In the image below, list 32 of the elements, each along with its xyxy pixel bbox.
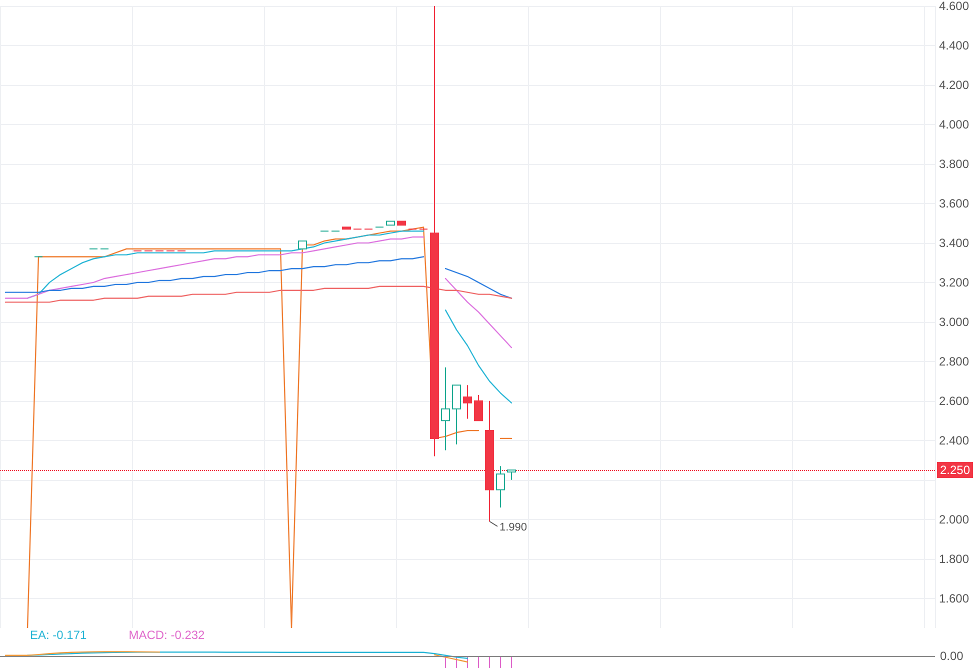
candlestick (474, 394, 483, 422)
y-tick-label: 3.200 (939, 275, 970, 290)
text: MACD: -0.232 (128, 628, 206, 642)
y-tick-label: 2.800 (939, 354, 970, 368)
y-tick-label: 3.400 (939, 236, 970, 250)
y-tick-label: 2.400 (939, 433, 970, 448)
y-tick-label: 1.600 (939, 591, 970, 606)
candlestick (496, 466, 505, 508)
ref-line-label: 2.250 (940, 463, 970, 478)
candlestick (441, 366, 450, 451)
y-tick-label: 4.600 (939, 0, 970, 13)
series-label: EA: -0.171 (30, 628, 88, 642)
y-tick-label: 3.600 (939, 196, 970, 210)
candlestick (298, 240, 307, 250)
candlestick (507, 470, 516, 480)
candlestick (397, 220, 406, 226)
y-tick-label: 3.000 (939, 314, 970, 329)
y-tick-label: 3.800 (939, 156, 970, 171)
y-tick-label: 4.000 (939, 117, 970, 132)
candlestick (342, 226, 351, 230)
candlestick (386, 220, 395, 226)
y-tick-label: 1.800 (939, 552, 970, 566)
candlestick (463, 384, 472, 420)
y-tick-label: 4.400 (939, 38, 970, 52)
y-tick-label: 2.000 (939, 512, 970, 526)
y-tick-label: 4.200 (939, 78, 970, 92)
line-series (4, 286, 512, 303)
candlestick (452, 384, 461, 445)
candlestick (430, 6, 439, 457)
annotation: 1.990 (500, 521, 528, 534)
ref-line-label: 0.00 (940, 649, 964, 663)
y-tick-label: 2.600 (939, 394, 970, 408)
